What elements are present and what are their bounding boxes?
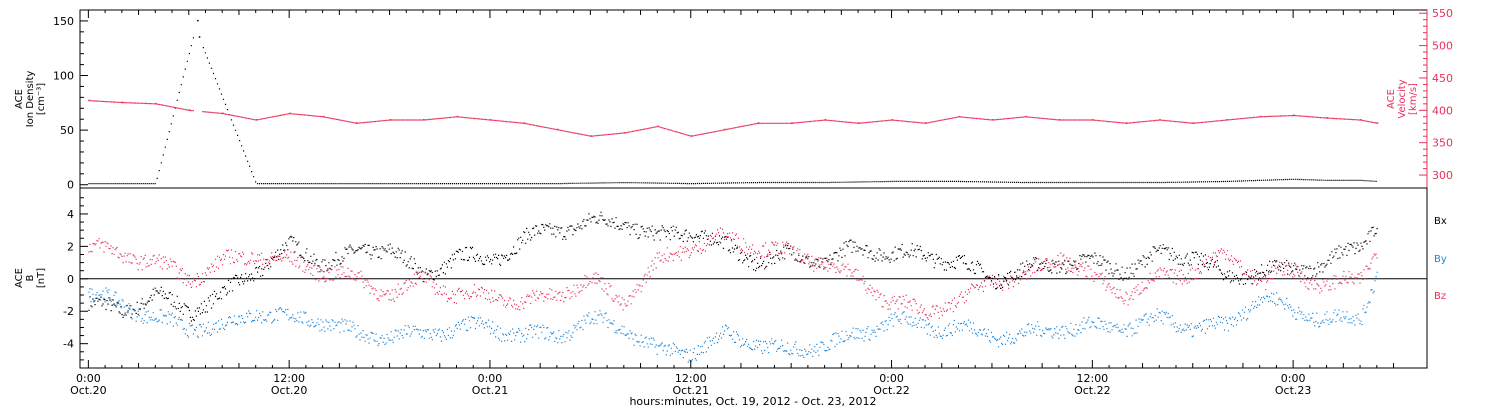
time-axis: 0:00Oct.2012:00Oct.200:00Oct.2112:00Oct.… bbox=[70, 10, 1395, 397]
b-tick-label: 0 bbox=[67, 273, 74, 286]
x-tick-date: Oct.21 bbox=[672, 384, 709, 397]
density-spike-point bbox=[1192, 122, 1195, 124]
density-spike-point bbox=[356, 122, 358, 124]
left-axis-label-line: Ion Density bbox=[25, 71, 36, 128]
density-spike-point bbox=[88, 99, 90, 102]
x-tick-date: Oct.21 bbox=[472, 384, 509, 397]
density-spike-point bbox=[1226, 119, 1228, 121]
density-spike-point bbox=[1159, 119, 1161, 121]
density-spike-point bbox=[197, 19, 199, 22]
density-spike-point bbox=[523, 122, 525, 124]
x-tick-time: 12:00 bbox=[1076, 372, 1108, 385]
density-spike-point bbox=[724, 128, 726, 131]
density-spike-point bbox=[891, 119, 894, 121]
series-ion-density bbox=[88, 37, 1377, 185]
series-velocity bbox=[88, 100, 1378, 137]
right-axis-label-line: ACE bbox=[1386, 89, 1397, 109]
right-axis-label-line: Velocity bbox=[1397, 79, 1408, 118]
density-spike-point bbox=[188, 109, 191, 111]
b-axis-label-line: B bbox=[25, 274, 36, 281]
right-tick-label: 300 bbox=[1432, 169, 1453, 182]
x-tick-time: 0:00 bbox=[478, 372, 503, 385]
density-spike-point bbox=[991, 119, 994, 121]
legend-by: By bbox=[1434, 254, 1447, 265]
b-tick-label: 4 bbox=[67, 208, 74, 221]
density-spike-point bbox=[121, 101, 124, 104]
right-tick-label: 450 bbox=[1432, 72, 1453, 85]
right-tick-label: 550 bbox=[1432, 7, 1453, 20]
b-tick-label: -4 bbox=[63, 338, 74, 351]
x-tick-time: 12:00 bbox=[273, 372, 305, 385]
series-bz bbox=[88, 227, 1378, 320]
density-spike-point bbox=[1058, 119, 1061, 121]
density-spike-point bbox=[489, 119, 492, 121]
density-spike-point bbox=[623, 131, 626, 134]
density-spike-point bbox=[1326, 117, 1329, 119]
density-spike-point bbox=[1259, 115, 1262, 118]
x-tick-date: Oct.20 bbox=[271, 384, 308, 397]
density-spike-point bbox=[389, 119, 392, 121]
series-by bbox=[88, 271, 1378, 363]
left-tick-label: 100 bbox=[53, 70, 74, 83]
density-spike-point bbox=[289, 112, 291, 115]
x-axis-label: hours:minutes, Oct. 19, 2012 - Oct. 23, … bbox=[629, 395, 876, 408]
density-spike-point bbox=[791, 122, 793, 124]
density-spike-point bbox=[925, 122, 927, 124]
density-spike-point bbox=[1376, 122, 1379, 124]
x-tick-time: 0:00 bbox=[1281, 372, 1306, 385]
density-spike-point bbox=[198, 36, 201, 38]
x-tick-date: Oct.22 bbox=[873, 384, 910, 397]
left-tick-label: 50 bbox=[60, 124, 74, 137]
density-spike-point bbox=[824, 119, 827, 121]
legend-bx: Bx bbox=[1434, 216, 1447, 227]
density-spike-point bbox=[757, 122, 760, 124]
x-tick-date: Oct.23 bbox=[1275, 384, 1312, 397]
density-spike-point bbox=[1092, 119, 1094, 121]
top-panel-frame bbox=[79, 9, 1428, 189]
b-axis-label-line: ACE bbox=[14, 268, 25, 288]
density-spike-point bbox=[456, 115, 458, 118]
density-spike-point bbox=[322, 115, 325, 118]
density-spike-point bbox=[690, 135, 693, 137]
x-tick-date: Oct.22 bbox=[1074, 384, 1111, 397]
density-spike-point bbox=[155, 102, 157, 105]
left-axis-label-line: [cm⁻³] bbox=[36, 83, 47, 115]
b-tick-label: 2 bbox=[67, 240, 74, 253]
b-tick-label: -2 bbox=[63, 305, 74, 318]
left-axis-label-line: ACE bbox=[14, 89, 25, 109]
density-spike-point bbox=[1025, 115, 1027, 118]
x-tick-date: Oct.20 bbox=[70, 384, 107, 397]
right-tick-label: 500 bbox=[1432, 40, 1453, 53]
density-spike-point bbox=[590, 135, 592, 137]
density-spike-point bbox=[958, 115, 960, 118]
magnetic-field-panel: -4 -2 0 2 4 ACE B [nT] Bx By Bz bbox=[14, 187, 1447, 369]
density-spike-point bbox=[255, 119, 258, 121]
right-axis-label-line: [km/s] bbox=[1408, 83, 1419, 115]
density-spike-point bbox=[1360, 119, 1362, 121]
x-tick-time: 0:00 bbox=[879, 372, 904, 385]
x-tick-time: 0:00 bbox=[76, 372, 101, 385]
x-tick-time: 12:00 bbox=[675, 372, 707, 385]
left-tick-label: 150 bbox=[53, 15, 74, 28]
density-spike-point bbox=[1125, 122, 1128, 124]
density-spike-point bbox=[222, 112, 224, 115]
series-bx bbox=[88, 211, 1378, 322]
density-spike-point bbox=[858, 122, 860, 124]
right-tick-label: 400 bbox=[1432, 104, 1453, 117]
left-tick-label: 0 bbox=[67, 179, 74, 192]
density-spike-point bbox=[657, 125, 659, 128]
density-spike-point bbox=[556, 128, 559, 131]
b-axis-label-line: [nT] bbox=[36, 268, 47, 288]
right-tick-label: 350 bbox=[1432, 137, 1453, 150]
density-spike-point bbox=[423, 119, 425, 121]
density-spike-point bbox=[1293, 114, 1295, 117]
legend-bz: Bz bbox=[1434, 291, 1446, 302]
bottom-panel-frame bbox=[79, 187, 1428, 369]
